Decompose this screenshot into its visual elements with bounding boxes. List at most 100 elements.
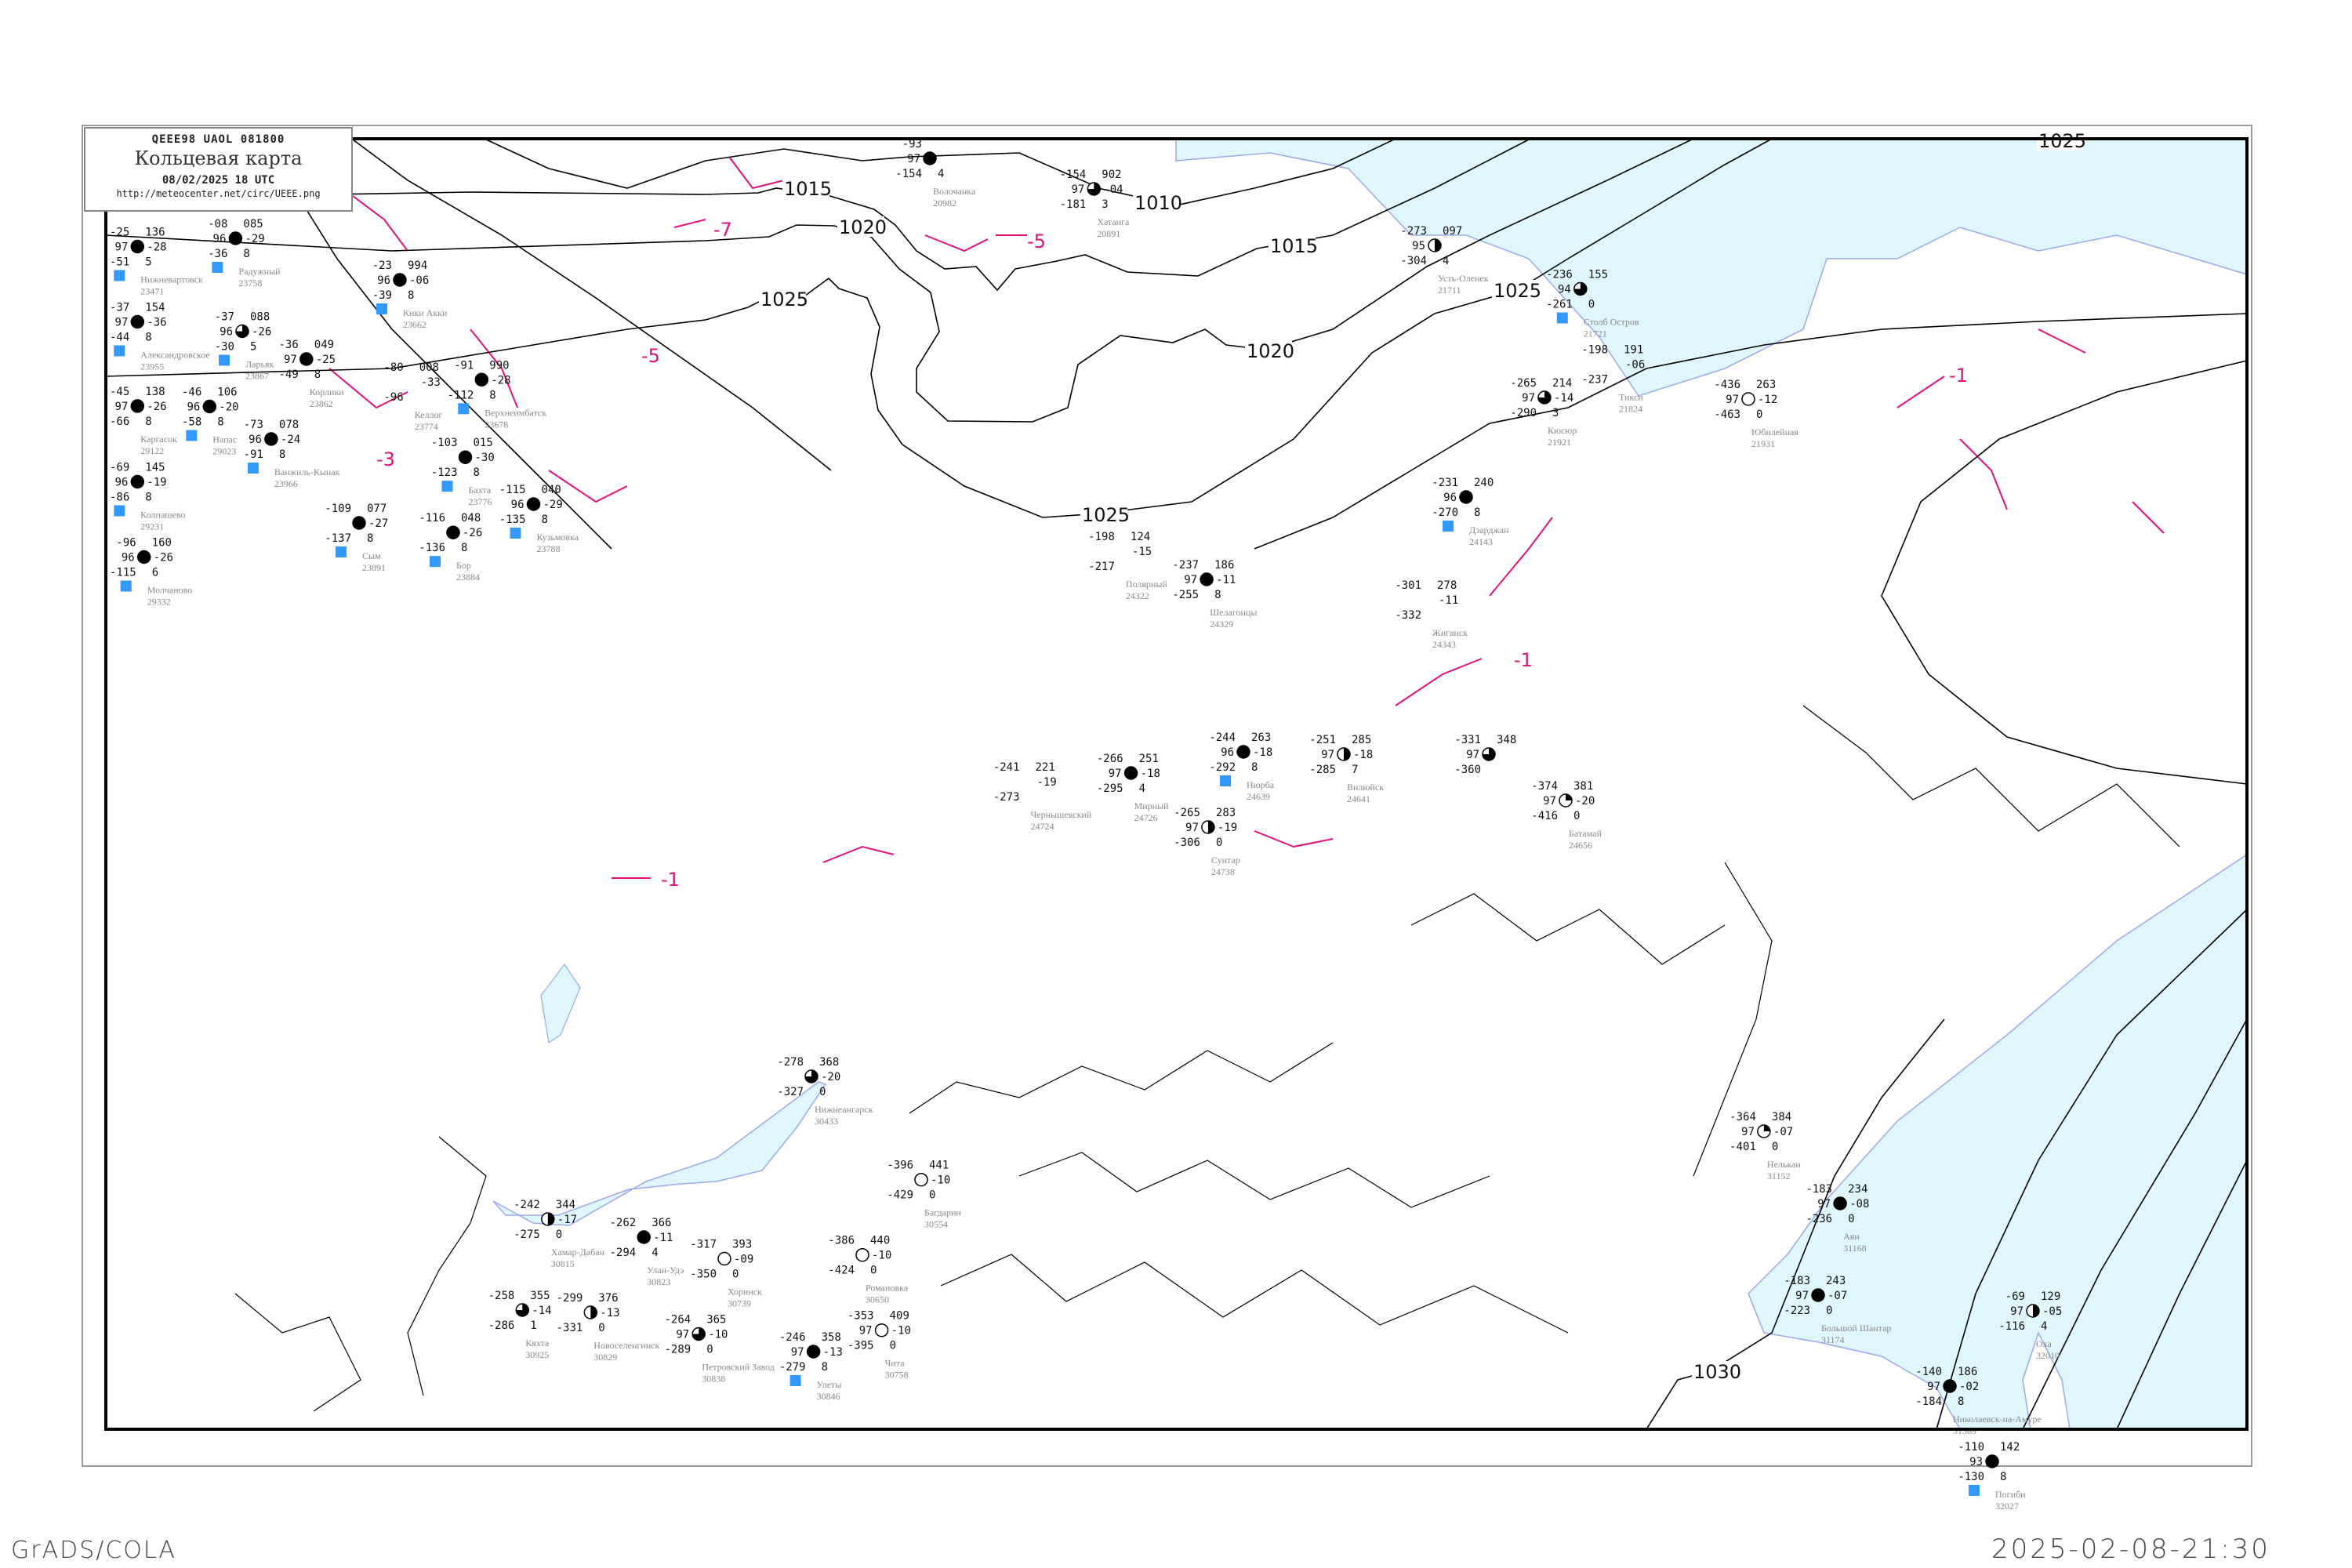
station-id: 23758 xyxy=(238,278,262,289)
station-value-br: 8 xyxy=(367,532,373,545)
cloud-cover-icon xyxy=(458,450,473,464)
isobar-line xyxy=(485,138,1396,206)
station-value-bl: -39 xyxy=(372,289,392,302)
station-value-tr: 381 xyxy=(1573,780,1593,793)
cloud-cover-icon xyxy=(228,231,243,245)
station-name: Корлики xyxy=(310,387,344,397)
station-value-tl: -109 xyxy=(325,503,351,515)
station-value-bl: -184 xyxy=(1915,1396,1942,1408)
station-value-mr: -07 xyxy=(1773,1126,1793,1138)
station-id: 30823 xyxy=(647,1276,670,1287)
station-value-tr: 106 xyxy=(217,387,237,399)
station-value-tl: -301 xyxy=(1395,579,1421,592)
station-value-bl: -51 xyxy=(110,256,129,269)
station-value-mr: -25 xyxy=(316,354,336,366)
station-value-bl: -332 xyxy=(1395,609,1421,622)
terrain-contour xyxy=(940,1254,1569,1334)
station-value-br: 0 xyxy=(870,1265,877,1277)
isotherm-label: -1 xyxy=(661,869,680,891)
station-value-bl: -331 xyxy=(557,1322,583,1334)
station-value-tr: 409 xyxy=(890,1310,909,1323)
station-name: Усть-Оленек xyxy=(1438,273,1489,284)
station-value-bl: -116 xyxy=(1998,1320,2025,1333)
isotherm-line xyxy=(924,234,989,252)
isobar-label-bg xyxy=(1245,340,1292,361)
station-value-bl: -295 xyxy=(1097,782,1123,795)
station-value-br: 3 xyxy=(1552,407,1559,419)
station-id: 29332 xyxy=(147,597,171,608)
cloud-cover-fill xyxy=(1344,748,1350,760)
station-value-bl: -130 xyxy=(1958,1471,1984,1483)
station-value-tr: 048 xyxy=(461,512,481,524)
station-value-tr: 191 xyxy=(1624,344,1643,357)
station-id: 31168 xyxy=(1843,1243,1867,1254)
station-value-tr: 348 xyxy=(1497,734,1516,746)
cloud-cover-icon xyxy=(1811,1288,1825,1302)
isobar-label: 1025 xyxy=(760,289,808,310)
station-name: Кики Акки xyxy=(403,307,448,318)
station-value-tl: -91 xyxy=(454,359,474,372)
station-value-tl: -93 xyxy=(902,138,922,151)
terrain-contour xyxy=(909,1042,1334,1114)
station-value-tl: -198 xyxy=(1581,344,1608,357)
station-name: Новоселенгинск xyxy=(593,1340,659,1351)
station-value-bl: -154 xyxy=(895,168,922,180)
station-value-tl: -183 xyxy=(1784,1275,1810,1287)
station-value-tl: -317 xyxy=(690,1239,717,1251)
station-value-tl: -436 xyxy=(1714,379,1740,391)
cloud-cover-icon xyxy=(130,474,145,489)
station-value-mr: -30 xyxy=(475,452,495,464)
station-id: 32010 xyxy=(2036,1350,2060,1361)
station-value-bl: -115 xyxy=(110,567,136,579)
station-id: 21824 xyxy=(1619,404,1642,415)
snow-marker xyxy=(376,303,387,314)
station-value-bl: -279 xyxy=(779,1361,806,1374)
station-value-tr: 124 xyxy=(1131,531,1150,543)
cloud-cover-icon xyxy=(1200,572,1214,586)
station-value-tl: -115 xyxy=(499,484,526,496)
station-value-br: 4 xyxy=(938,168,944,180)
station-value-mr: -29 xyxy=(245,233,264,245)
station-value-bl: -360 xyxy=(1454,764,1481,776)
station-name: Николаевск-на-Амуре xyxy=(1953,1414,2042,1425)
terrain-contour xyxy=(1018,1152,1490,1208)
isobar-line xyxy=(1254,313,2248,550)
station-value-tr: 015 xyxy=(474,437,493,449)
station-id: 23662 xyxy=(403,319,426,330)
station-value-bl: -290 xyxy=(1510,407,1537,419)
station-value-ml: 97 xyxy=(1543,795,1556,808)
station-id: 23774 xyxy=(415,421,438,432)
station-value-ml: 96 xyxy=(114,477,128,489)
station-name: Нюрба xyxy=(1247,779,1275,790)
station-value-tl: -116 xyxy=(419,512,445,524)
station-value-tr: 366 xyxy=(652,1217,671,1229)
station-value-tl: -241 xyxy=(993,761,1020,774)
isotherm-label: -7 xyxy=(713,219,732,241)
station-value-tl: -278 xyxy=(777,1056,804,1069)
station-value-br: 8 xyxy=(2000,1471,2006,1483)
station-name: Кюсюр xyxy=(1548,425,1577,436)
station-value-bl: -49 xyxy=(279,368,299,381)
cloud-cover-icon xyxy=(202,399,217,414)
station-id: 24738 xyxy=(1211,866,1235,877)
station-id: 23776 xyxy=(469,496,492,507)
station-id: 24343 xyxy=(1432,639,1456,650)
station-value-tl: -258 xyxy=(488,1290,515,1302)
cloud-cover-icon xyxy=(526,497,541,511)
station-value-tr: 145 xyxy=(145,462,165,474)
station-name: Келлог xyxy=(415,409,443,420)
station-id: 21921 xyxy=(1548,437,1571,448)
station-value-tl: -198 xyxy=(1088,531,1115,543)
station-value-br: 0 xyxy=(1848,1213,1854,1225)
